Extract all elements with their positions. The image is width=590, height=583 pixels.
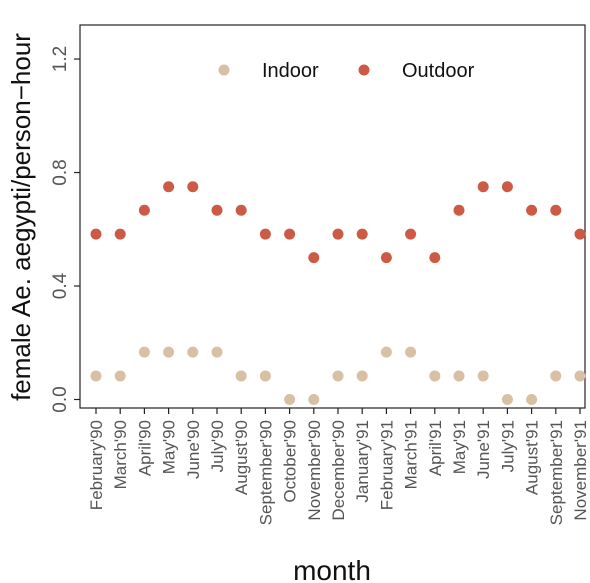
x-tick-label: May'91 [450,420,469,474]
indoor-point [381,347,392,358]
x-tick-label: November'91 [571,420,590,521]
x-tick-label: April'90 [135,420,154,476]
outdoor-point [236,205,247,216]
indoor-point [454,370,465,381]
x-tick-label: October'90 [281,420,300,503]
outdoor-point [308,252,319,263]
x-tick-label: August'90 [232,420,251,495]
outdoor-point [260,229,271,240]
x-tick-label: September'90 [256,420,275,525]
indoor-point [526,394,537,405]
outdoor-point [405,229,416,240]
outdoor-point [575,229,586,240]
indoor-point [502,394,513,405]
x-tick-label: July'91 [498,420,517,472]
outdoor-point [212,205,223,216]
x-tick-label: March'91 [402,420,421,489]
x-tick-label: February'91 [377,420,396,510]
indoor-point [333,370,344,381]
x-tick-label: March'90 [111,420,130,489]
x-tick-label: February'90 [87,420,106,510]
x-tick-label: December'90 [329,420,348,521]
legend-outdoor-label: Outdoor [402,60,475,82]
indoor-point [575,370,586,381]
outdoor-point [284,229,295,240]
outdoor-point [502,181,513,192]
indoor-point [429,370,440,381]
indoor-point [357,370,368,381]
y-tick-label: 0.0 [50,386,71,412]
y-tick-label: 0.4 [50,272,71,299]
x-tick-label: June'90 [184,420,203,479]
indoor-point [308,394,319,405]
outdoor-point [429,252,440,263]
outdoor-point [333,229,344,240]
outdoor-point [187,181,198,192]
outdoor-point [163,181,174,192]
x-tick-label: August'91 [523,420,542,495]
indoor-point [139,347,150,358]
x-axis-label: month [293,555,371,583]
x-axis: February'90 March'90 April'90 May'90 June'90… [87,408,590,525]
x-tick-label: April'91 [426,420,445,476]
indoor-point [187,347,198,358]
plot-panel [80,25,585,408]
indoor-point [115,370,126,381]
x-tick-label: January'91 [353,420,372,503]
outdoor-point [139,205,150,216]
indoor-point [405,347,416,358]
indoor-point [260,370,271,381]
indoor-point [91,370,102,381]
indoor-point [550,370,561,381]
y-axis: 0.0 0.4 0.8 1.2 [50,46,80,413]
legend-indoor-marker [219,65,230,76]
indoor-point [478,370,489,381]
outdoor-point [381,252,392,263]
x-tick-label: June'91 [474,420,493,479]
y-tick-label: 0.8 [50,159,71,185]
x-tick-label: May'90 [160,420,179,474]
legend-indoor-label: Indoor [262,60,319,82]
outdoor-point [91,229,102,240]
legend-outdoor-marker [359,65,370,76]
x-tick-label: July'90 [208,420,227,472]
outdoor-point [454,205,465,216]
y-axis-label: female Ae. aegypti/person−hour [6,33,36,401]
outdoor-point [357,229,368,240]
indoor-point [236,370,247,381]
y-tick-label: 1.2 [50,46,71,72]
x-tick-label: September'91 [547,420,566,525]
indoor-point [163,347,174,358]
indoor-point [212,347,223,358]
outdoor-point [526,205,537,216]
indoor-point [284,394,295,405]
outdoor-point [478,181,489,192]
x-tick-label: November'90 [305,420,324,521]
outdoor-point [550,205,561,216]
outdoor-point [115,229,126,240]
